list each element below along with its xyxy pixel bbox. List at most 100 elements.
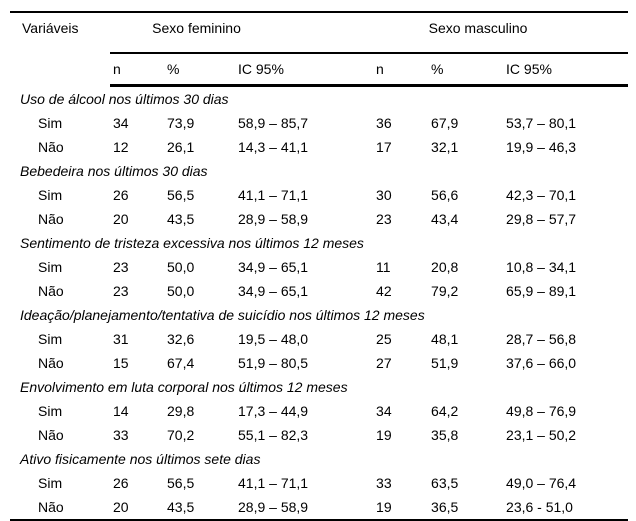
data-row: Sim 26 56,5 41,1 – 71,1 30 56,6 42,3 – 70,1 [10, 183, 628, 207]
male-pct-value: 32,1 [431, 139, 459, 155]
male-ci-value: 28,7 – 56,8 [506, 331, 577, 347]
male-ci-value: 10,8 – 34,1 [506, 259, 577, 275]
section-title: Envolvimento em luta corporal nos último… [20, 379, 348, 395]
male-pct-value: 36,5 [431, 499, 459, 515]
female-pct-value: 50,0 [167, 259, 195, 275]
female-ci-value: 41,1 – 71,1 [238, 187, 309, 203]
female-n-value: 33 [113, 427, 129, 443]
row-label: Sim [38, 259, 63, 275]
female-n-value: 31 [113, 331, 129, 347]
female-ci-value: 28,9 – 58,9 [238, 211, 309, 227]
female-ci-value: 17,3 – 44,9 [238, 403, 309, 419]
male-n-value: 30 [376, 187, 392, 203]
female-ci-header: IC 95% [235, 53, 374, 87]
female-pct-value: 70,2 [167, 427, 195, 443]
male-ci-value: 29,8 – 57,7 [506, 211, 577, 227]
female-pct-value: 29,8 [167, 403, 195, 419]
female-ci-value: 28,9 – 58,9 [238, 499, 309, 515]
male-pct-value: 48,1 [431, 331, 459, 347]
section-title: Ativo fisicamente nos últimos sete dias [20, 451, 261, 467]
female-ci-value: 55,1 – 82,3 [238, 427, 309, 443]
female-pct-value: 67,4 [167, 355, 195, 371]
data-row: Não 20 43,5 28,9 – 58,9 19 36,5 23,6 - 51,0 [10, 495, 628, 520]
data-row: Sim 31 32,6 19,5 – 48,0 25 48,1 28,7 – 56,8 [10, 327, 628, 351]
row-label: Sim [38, 475, 63, 491]
male-n-header: n [373, 53, 429, 87]
male-n-value: 23 [376, 211, 392, 227]
female-n-value: 34 [113, 115, 129, 131]
female-ci-value: 34,9 – 65,1 [238, 259, 309, 275]
male-pct-value: 64,2 [431, 403, 459, 419]
male-pct-header: % [428, 53, 504, 87]
row-label: Não [38, 139, 64, 155]
female-pct-header: % [164, 53, 235, 87]
data-row: Sim 23 50,0 34,9 – 65,1 11 20,8 10,8 – 34,1 [10, 255, 628, 279]
row-label: Não [38, 355, 64, 371]
male-group-header: Sexo masculino [373, 12, 629, 54]
row-label: Não [38, 283, 64, 299]
data-row: Sim 14 29,8 17,3 – 44,9 34 64,2 49,8 – 76,9 [10, 399, 628, 423]
male-ci-value: 23,1 – 50,2 [506, 427, 577, 443]
male-n-value: 34 [376, 403, 392, 419]
row-label: Sim [38, 331, 63, 347]
section-title-row: Uso de álcool nos últimos 30 dias [10, 86, 628, 112]
row-label: Sim [38, 115, 63, 131]
data-row: Sim 26 56,5 41,1 – 71,1 33 63,5 49,0 – 76,4 [10, 471, 628, 495]
female-ci-value: 19,5 – 48,0 [238, 331, 309, 347]
female-pct-value: 56,5 [167, 187, 195, 203]
female-ci-value: 51,9 – 80,5 [238, 355, 309, 371]
female-n-value: 14 [113, 403, 129, 419]
male-pct-value: 67,9 [431, 115, 459, 131]
female-pct-value: 26,1 [167, 139, 195, 155]
group-header-row: Variáveis Sexo feminino Sexo masculino [10, 12, 629, 54]
male-n-value: 42 [376, 283, 392, 299]
male-n-value: 33 [376, 475, 392, 491]
male-n-value: 27 [376, 355, 392, 371]
section-title-row: Bebedeira nos últimos 30 dias [10, 159, 628, 183]
male-pct-value: 63,5 [431, 475, 459, 491]
row-label: Sim [38, 187, 63, 203]
female-pct-value: 32,6 [167, 331, 195, 347]
male-pct-value: 56,6 [431, 187, 459, 203]
male-n-value: 19 [376, 499, 392, 515]
table-header: Variáveis Sexo feminino Sexo masculino n… [10, 12, 629, 87]
male-n-value: 25 [376, 331, 392, 347]
female-n-value: 23 [113, 259, 129, 275]
female-n-value: 26 [113, 187, 129, 203]
female-n-value: 15 [113, 355, 129, 371]
data-row: Não 23 50,0 34,9 – 65,1 42 79,2 65,9 – 89,1 [10, 279, 628, 303]
male-ci-value: 49,8 – 76,9 [506, 403, 577, 419]
male-n-value: 11 [376, 259, 391, 275]
male-pct-value: 35,8 [431, 427, 459, 443]
section-title: Ideação/planejamento/tentativa de suicíd… [20, 307, 425, 323]
male-ci-value: 53,7 – 80,1 [506, 115, 577, 131]
table-body: Uso de álcool nos últimos 30 dias Sim 34 73… [10, 86, 628, 521]
data-row: Não 20 43,5 28,9 – 58,9 23 43,4 29,8 – 57,7 [10, 207, 628, 231]
statistics-table-container: Variáveis Sexo feminino Sexo masculino n… [10, 11, 629, 521]
section-title: Bebedeira nos últimos 30 dias [20, 163, 208, 179]
statistics-table: Variáveis Sexo feminino Sexo masculino n… [10, 11, 629, 521]
female-pct-value: 56,5 [167, 475, 195, 491]
female-group-header: Sexo feminino [110, 12, 374, 54]
male-pct-value: 20,8 [431, 259, 459, 275]
male-pct-value: 79,2 [431, 283, 459, 299]
female-ci-value: 34,9 – 65,1 [238, 283, 309, 299]
female-n-value: 12 [113, 139, 129, 155]
section-title-row: Envolvimento em luta corporal nos último… [10, 375, 628, 399]
female-ci-value: 14,3 – 41,1 [238, 139, 309, 155]
sub-header-row: n % IC 95% n % IC 95% [10, 53, 629, 87]
male-ci-value: 65,9 – 89,1 [506, 283, 577, 299]
female-n-value: 26 [113, 475, 129, 491]
row-label: Não [38, 499, 64, 515]
data-row: Não 12 26,1 14,3 – 41,1 17 32,1 19,9 – 46,3 [10, 135, 628, 159]
section-title-row: Sentimento de tristeza excessiva nos últ… [10, 231, 628, 255]
female-ci-value: 41,1 – 71,1 [238, 475, 309, 491]
section-title-row: Ideação/planejamento/tentativa de suicíd… [10, 303, 628, 327]
female-n-value: 23 [113, 283, 129, 299]
female-pct-value: 43,5 [167, 499, 195, 515]
row-label: Não [38, 427, 64, 443]
data-row: Não 33 70,2 55,1 – 82,3 19 35,8 23,1 – 50,2 [10, 423, 628, 447]
row-label: Sim [38, 403, 63, 419]
female-pct-value: 43,5 [167, 211, 195, 227]
row-label: Não [38, 211, 64, 227]
